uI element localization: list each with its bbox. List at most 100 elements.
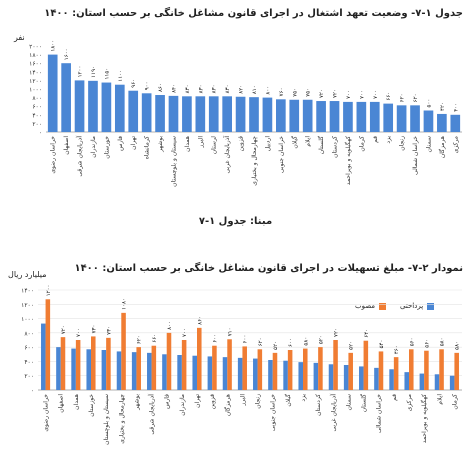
chart2-value-label: ۵۶۰ [424,339,430,348]
chart2-category-label: البرز [239,394,246,407]
chart2-bar-paid [298,362,303,390]
chart1-category-label: قم [372,136,379,143]
chart2-bar-approved [272,352,278,390]
chart1-bar [329,101,340,132]
chart1-value-label: ۶۲۰ [413,93,419,102]
chart2-category-label: خوزستان [88,394,95,417]
chart2-category-label: تهران [194,394,201,408]
chart1-value-label: ۸۳۰ [198,84,204,93]
chart1-category-label: کردستان [332,136,339,158]
chart1-title: جدول ۱-۷- وضعیت تعهد اشتغال در اجرای قان… [44,8,463,19]
chart1-value-label: ۶۶۰ [386,92,392,101]
chart2-category-label: گیلان [284,394,292,407]
chart1-category-label: ایلام [305,136,312,147]
chart1-y-tick: ۶۰۰ [32,104,42,111]
chart1-bar [208,96,219,132]
chart1-bar [276,99,286,132]
chart1-value-label: ۱۶۰۰ [64,48,70,60]
chart1-category-label: بوشهر [157,136,164,153]
chart2-bar-paid [313,362,319,390]
chart2-bar-paid [419,373,425,390]
chart2-y-tick: ۸۰۰ [24,330,34,337]
chart1-y-tick: ۲۰۰۰ [29,44,42,51]
chart2-y-tick: ۴۰۰ [24,359,34,366]
chart1-unit: نفر [14,33,25,42]
chart1-bar [249,97,259,132]
chart1-value-label: ۸۳۰ [185,84,191,93]
chart2-category-label: سیستان و بلوچستان [103,394,110,445]
chart1-source: مبنا: جدول ۱-۷ [198,216,273,227]
chart2-bar-paid [343,365,349,390]
chart2-value-label: ۸۰۰ [167,321,173,330]
chart2-value-label: ۵۸۰ [440,337,446,346]
chart1-bar [195,96,206,132]
chart1-y-tick: ۴۰۰ [32,112,42,119]
chart2-category-label: قم [391,394,398,401]
chart1-bar [61,63,71,133]
chart2-category-label: کردستان [315,394,322,416]
chart2-title: نمودار ۲-۷- مبلغ تسهیلات در اجرای قانون … [74,263,463,274]
chart2-category-label: مازندران [179,394,186,416]
chart2-value-label: ۷۳۰ [106,326,112,335]
chart1-bar [168,95,179,132]
chart2-bar-approved [257,349,263,390]
chart1-bar [47,54,58,132]
chart2-value-label: ۶۲۰ [137,335,143,344]
chart2-value-label: ۷۲۰ [61,325,67,334]
chart2-bar-approved [106,337,111,390]
chart2-category-label: آذربایجان غربی [328,394,337,432]
chart1-value-label: ۷۲۰ [319,89,325,98]
chart1-y-tick: ۲۰۰ [32,121,42,128]
chart1-category-label: گیلان [290,136,298,149]
chart2-value-label: ۷۰۰ [76,328,82,337]
chart1-y-tick: ۱۲۰۰ [29,78,42,85]
chart2-category-label: خراسان جنوبی [270,394,277,431]
chart2-bar-approved [166,332,172,390]
chart1-bar [101,82,112,132]
chart2-bar-approved [333,340,338,390]
chart2-bar-paid [162,354,167,390]
chart1-bar [423,110,434,132]
chart2-bar-paid [177,355,182,390]
chart2-category-label: آذربایجان شرقی [147,394,156,435]
chart2-bar-paid [374,367,379,390]
chart1-bar [383,103,394,132]
chart1-value-label: ۷۲۰ [333,89,339,98]
chart2-y-tick: ۰ [31,388,34,395]
chart2-value-label: ۵۶۰ [409,337,415,346]
chart1-value-label: ۷۰۰ [359,90,365,99]
chart1-bar [74,80,85,132]
chart1-value-label: ۶۲۰ [400,93,406,102]
chart2-bar-paid [404,372,409,390]
chart2-bar-approved [242,346,247,390]
chart2-bar-paid [359,366,364,390]
chart2-bar-paid [41,323,46,390]
chart2-bar-paid [101,350,107,390]
chart2-y-tick: ۶۰۰ [24,345,34,352]
chart1-category-label: آذربایجان شرقی [75,136,84,177]
chart1-y-tick: ۱۸۰۰ [29,52,42,59]
legend-item-paid: پرداختی [400,302,435,310]
chart2-category-label: یزد [300,394,307,402]
chart2-unit: میلیارد ریال [8,270,47,279]
chart1-value-label: ۷۰۰ [346,90,352,99]
chart2-value-label: ۷۳۰ [91,325,97,334]
chart1-category-label: قزوین [238,136,245,151]
chart1-bar [114,84,125,132]
chart2-bar-paid [283,360,288,390]
chart2-bar-approved [91,336,96,390]
chart2-y-tick: ۱۴۰۰ [21,288,34,295]
chart2-y-tick: ۱۰۰۰ [21,316,34,323]
chart1-value-label: ۸۲۰ [239,85,245,94]
chart1-category-label: البرز [197,136,204,149]
chart2-bar-paid [116,351,122,390]
chart2-bar-approved [303,348,308,390]
chart2-bar-approved [197,327,202,390]
chart1-value-label: ۸۳۰ [212,84,218,93]
chart2-value-label: ۵۲۰ [349,341,355,350]
chart1-category-label: خراسان شمالی [412,136,419,175]
chart1-category-label: مازندران [90,136,97,158]
chart1-value-label: ۸۴۰ [171,84,177,93]
chart2-value-label: ۱۰۸۰ [122,298,128,310]
chart2-category-label: گلستان [360,394,368,412]
